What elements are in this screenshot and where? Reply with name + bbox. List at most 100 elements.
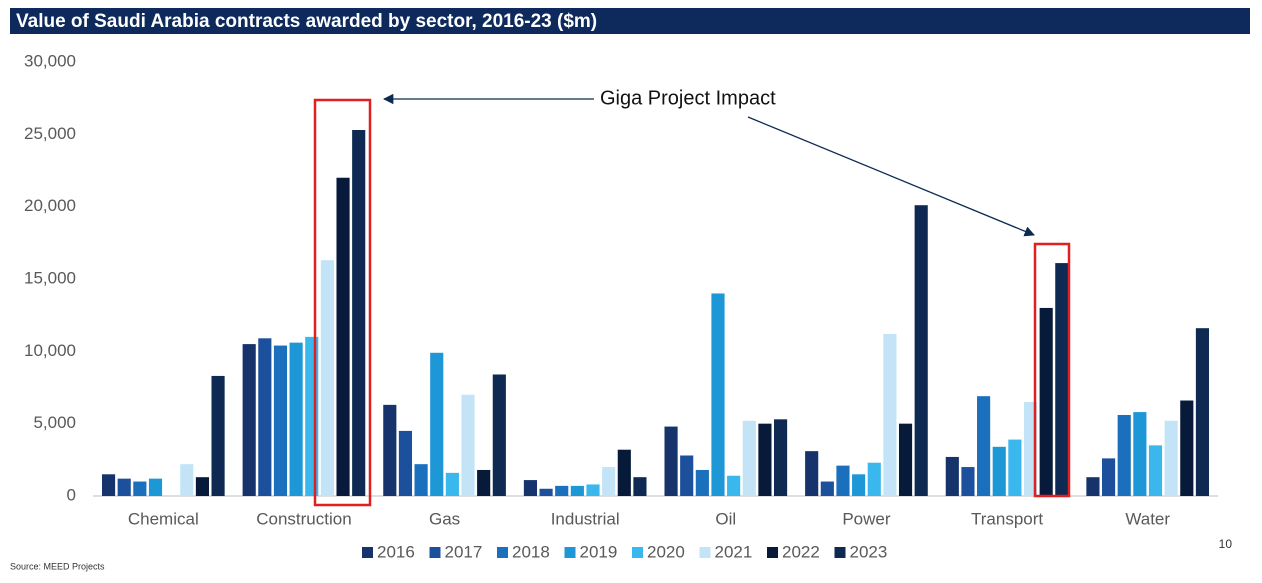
bar bbox=[883, 333, 897, 496]
y-tick-label: 30,000 bbox=[24, 51, 76, 70]
legend-swatch bbox=[497, 547, 508, 558]
plot-area: 0 5,000 10,000 15,000 20,000 25,000 30,000 Chem… bbox=[24, 51, 1218, 561]
bar bbox=[555, 485, 569, 496]
bar bbox=[961, 467, 975, 496]
bar bbox=[1055, 263, 1069, 496]
bar bbox=[1133, 412, 1147, 496]
legend-swatch bbox=[362, 547, 373, 558]
bar bbox=[477, 469, 491, 496]
highlight-box bbox=[313, 98, 372, 507]
x-tick-label: Transport bbox=[971, 509, 1043, 528]
bar bbox=[101, 474, 116, 496]
bar bbox=[211, 375, 225, 496]
x-tick-label: Power bbox=[842, 509, 891, 528]
legend-label: 2020 bbox=[647, 542, 685, 561]
bar bbox=[867, 462, 881, 496]
bar bbox=[586, 484, 600, 496]
bar bbox=[664, 426, 678, 496]
bar bbox=[289, 342, 303, 496]
bar bbox=[758, 423, 772, 496]
bar bbox=[148, 478, 163, 496]
x-tick-label: Industrial bbox=[551, 509, 620, 528]
annotation-arrow bbox=[747, 116, 1035, 237]
legend-label: 2017 bbox=[445, 542, 483, 561]
legend-label: 2016 bbox=[377, 542, 415, 561]
bar bbox=[1164, 420, 1178, 496]
bar bbox=[617, 449, 631, 496]
annotation: Giga Project Impact bbox=[600, 87, 776, 109]
bar bbox=[742, 420, 756, 496]
bar bbox=[633, 477, 647, 496]
bar bbox=[523, 480, 538, 496]
bar bbox=[461, 394, 475, 496]
legend-swatch bbox=[564, 547, 576, 558]
highlight-box bbox=[1033, 242, 1071, 498]
bar bbox=[1102, 458, 1116, 496]
bar bbox=[570, 485, 584, 496]
source: Source: MEED Projects bbox=[10, 561, 105, 571]
bar bbox=[492, 374, 506, 496]
y-tick-label: 0 bbox=[67, 485, 76, 504]
bar bbox=[180, 464, 194, 496]
bar bbox=[680, 455, 694, 496]
legend-label: 2021 bbox=[715, 542, 753, 561]
bar bbox=[1195, 328, 1210, 496]
bar bbox=[1148, 445, 1163, 496]
legend-swatch bbox=[699, 547, 711, 558]
bar bbox=[602, 467, 616, 496]
bar bbox=[852, 474, 866, 496]
bar bbox=[945, 456, 959, 496]
bar bbox=[398, 430, 413, 496]
x-tick-label: Water bbox=[1125, 509, 1170, 528]
bar bbox=[820, 481, 834, 496]
y-tick-label: 15,000 bbox=[24, 268, 76, 287]
x-tick-label: Chemical bbox=[128, 509, 199, 528]
bar bbox=[195, 477, 209, 496]
y-tick-label: 20,000 bbox=[24, 196, 76, 215]
legend-label: 2022 bbox=[782, 542, 820, 561]
bar bbox=[539, 488, 553, 496]
bar bbox=[352, 129, 366, 496]
bar bbox=[977, 396, 991, 496]
legend-swatch bbox=[767, 547, 778, 558]
legend-label: 2023 bbox=[850, 542, 888, 561]
bar bbox=[836, 465, 850, 496]
bar bbox=[445, 472, 459, 496]
bar bbox=[320, 260, 334, 496]
x-tick-label: Oil bbox=[715, 509, 736, 528]
legend-label: 2018 bbox=[512, 542, 550, 561]
x-tick-label: Construction bbox=[256, 509, 351, 528]
bar bbox=[273, 345, 288, 496]
page-number: 10 bbox=[1219, 537, 1233, 551]
y-tick-label: 10,000 bbox=[24, 341, 76, 360]
y-tick-label: 5,000 bbox=[33, 413, 76, 432]
bar bbox=[1008, 439, 1022, 496]
bar bbox=[914, 205, 928, 496]
legend-swatch bbox=[632, 547, 643, 558]
legend-swatch bbox=[429, 547, 441, 558]
bar bbox=[430, 352, 444, 496]
bar bbox=[258, 338, 272, 496]
bar bbox=[1180, 400, 1194, 496]
bar bbox=[133, 481, 147, 496]
bar bbox=[711, 293, 725, 496]
bar bbox=[727, 475, 741, 496]
bar bbox=[414, 464, 428, 496]
chart-title: Value of Saudi Arabia contracts awarded … bbox=[16, 11, 597, 32]
bar bbox=[242, 344, 256, 496]
bar bbox=[1039, 307, 1053, 496]
bar bbox=[805, 451, 819, 496]
bar bbox=[773, 419, 788, 496]
bar bbox=[1086, 477, 1100, 496]
legend-label: 2019 bbox=[580, 542, 618, 561]
bar bbox=[992, 446, 1006, 496]
legend-swatch bbox=[834, 547, 846, 558]
title-banner bbox=[10, 8, 1250, 34]
bar bbox=[383, 404, 397, 496]
x-tick-label: Gas bbox=[429, 509, 460, 528]
y-tick-label: 25,000 bbox=[24, 124, 76, 143]
bar bbox=[898, 423, 913, 496]
bar bbox=[336, 177, 350, 496]
bar bbox=[695, 469, 709, 496]
